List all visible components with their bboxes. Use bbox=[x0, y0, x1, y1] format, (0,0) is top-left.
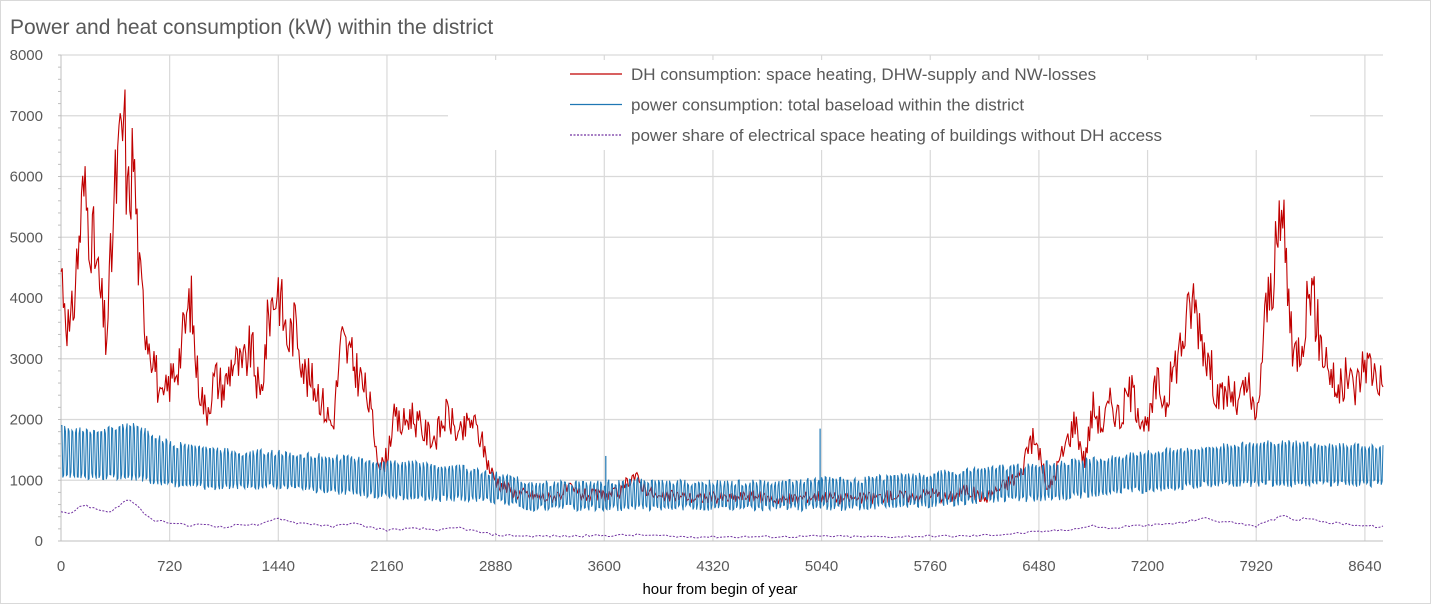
x-tick-label: 6480 bbox=[1022, 558, 1055, 575]
x-tick-label: 0 bbox=[57, 558, 65, 575]
series-1 bbox=[60, 423, 1384, 513]
x-tick-label: 5760 bbox=[914, 558, 947, 575]
y-tick-label: 2000 bbox=[10, 412, 43, 429]
x-tick-label: 2160 bbox=[370, 558, 403, 575]
x-tick-label: 2880 bbox=[479, 558, 512, 575]
legend-label: power consumption: total baseload within… bbox=[631, 96, 1024, 115]
y-tick-label: 6000 bbox=[10, 169, 43, 186]
series-line-dh-consumption bbox=[60, 89, 1384, 505]
y-tick-label: 3000 bbox=[10, 351, 43, 368]
y-tick-label: 1000 bbox=[10, 472, 43, 489]
x-tick-label: 7200 bbox=[1131, 558, 1164, 575]
series-2 bbox=[60, 499, 1384, 539]
legend-label: DH consumption: space heating, DHW-suppl… bbox=[631, 65, 1096, 84]
x-axis-title: hour from begin of year bbox=[642, 581, 797, 598]
x-tick-label: 720 bbox=[157, 558, 182, 575]
x-tick-label: 3600 bbox=[588, 558, 621, 575]
x-tick-label: 4320 bbox=[696, 558, 729, 575]
x-tick-label: 1440 bbox=[262, 558, 295, 575]
series-line-electric-heating bbox=[60, 499, 1384, 539]
x-tick-label: 8640 bbox=[1348, 558, 1381, 575]
series-layer bbox=[60, 89, 1384, 539]
legend-label: power share of electrical space heating … bbox=[631, 126, 1162, 145]
y-tick-label: 8000 bbox=[10, 47, 43, 64]
y-tick-label: 7000 bbox=[10, 108, 43, 125]
y-tick-label: 4000 bbox=[10, 290, 43, 307]
series-line-power-baseload bbox=[60, 423, 1384, 513]
axes: 0 1000 2000 3000 4000 5000 6000 7000 8000 0 720 144… bbox=[10, 47, 1383, 575]
legend: DH consumption: space heating, DHW-suppl… bbox=[448, 60, 1310, 150]
x-tick-label: 5040 bbox=[805, 558, 838, 575]
x-tick-label: 7920 bbox=[1240, 558, 1273, 575]
series-0 bbox=[60, 89, 1384, 505]
chart-title: Power and heat consumption (kW) within t… bbox=[10, 16, 494, 39]
y-tick-label: 5000 bbox=[10, 229, 43, 246]
y-tick-label: 0 bbox=[35, 533, 43, 550]
